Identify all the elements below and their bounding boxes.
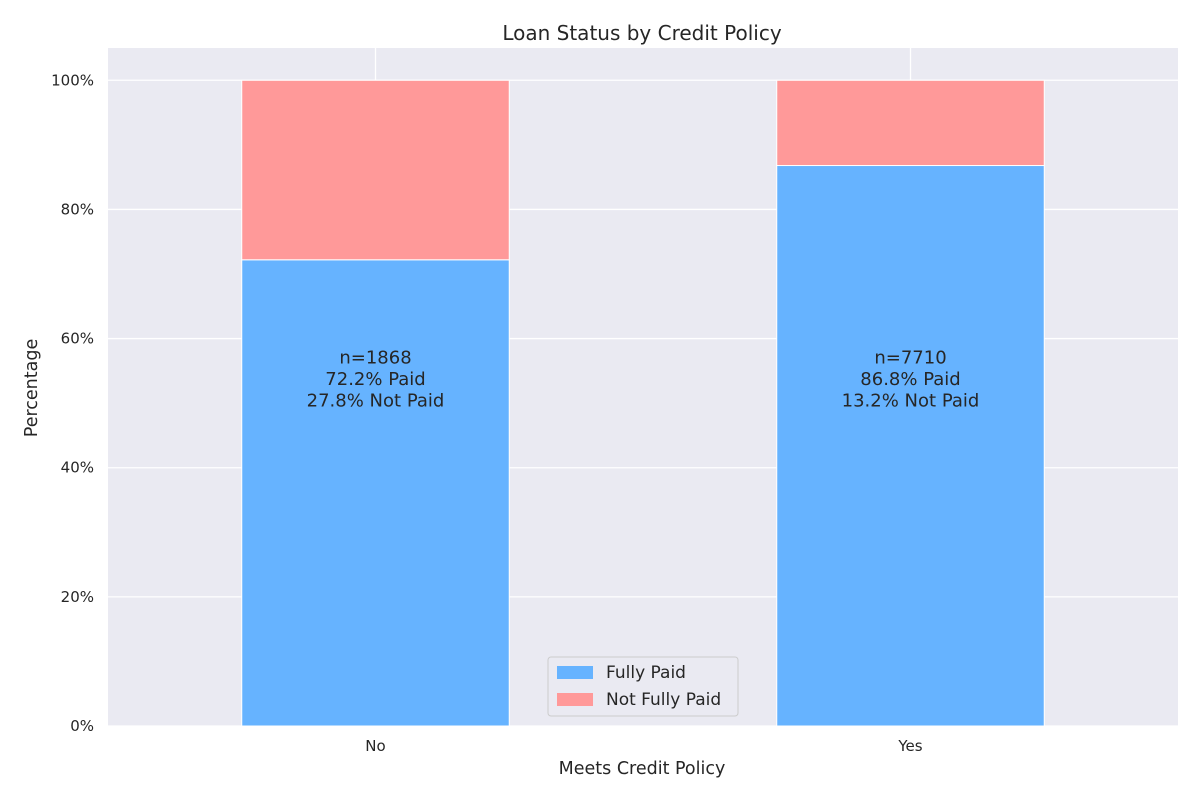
bar-fully-paid	[241, 259, 510, 727]
bar-not-fully-paid	[241, 79, 510, 261]
bar-annotation-line: n=7710	[874, 348, 946, 369]
legend-swatch	[557, 666, 593, 679]
legend-label: Fully Paid	[606, 663, 686, 683]
bar-annotation-line: 13.2% Not Paid	[842, 391, 980, 412]
bar-annotation-line: n=1868	[339, 348, 411, 369]
chart-title: Loan Status by Credit Policy	[502, 21, 781, 45]
y-tick-label: 80%	[61, 200, 94, 218]
x-tick-label: No	[365, 737, 385, 755]
y-tick-label: 0%	[70, 717, 94, 735]
legend-box	[547, 656, 739, 717]
x-axis-label: Meets Credit Policy	[559, 759, 726, 779]
y-tick-label: 40%	[61, 459, 94, 477]
bar-annotation-line: 27.8% Not Paid	[307, 391, 445, 412]
bar-not-fully-paid	[776, 79, 1045, 167]
y-tick-label: 20%	[61, 588, 94, 606]
bars	[241, 79, 1045, 727]
bar-annotation-line: 86.8% Paid	[860, 369, 960, 390]
legend: Fully Paid Not Fully Paid	[547, 656, 739, 717]
y-tick-label: 60%	[61, 330, 94, 348]
legend-label: Not Fully Paid	[606, 690, 721, 710]
y-tick-label: 100%	[51, 71, 94, 89]
x-tick-label: Yes	[897, 737, 922, 755]
bar-fully-paid	[776, 165, 1045, 727]
axis-ticks: 0% 20% 40% 60% 80% 100% No Yes	[51, 71, 923, 755]
bar-annotation-line: 72.2% Paid	[325, 369, 425, 390]
legend-swatch	[557, 693, 593, 706]
y-axis-label: Percentage	[22, 339, 42, 437]
